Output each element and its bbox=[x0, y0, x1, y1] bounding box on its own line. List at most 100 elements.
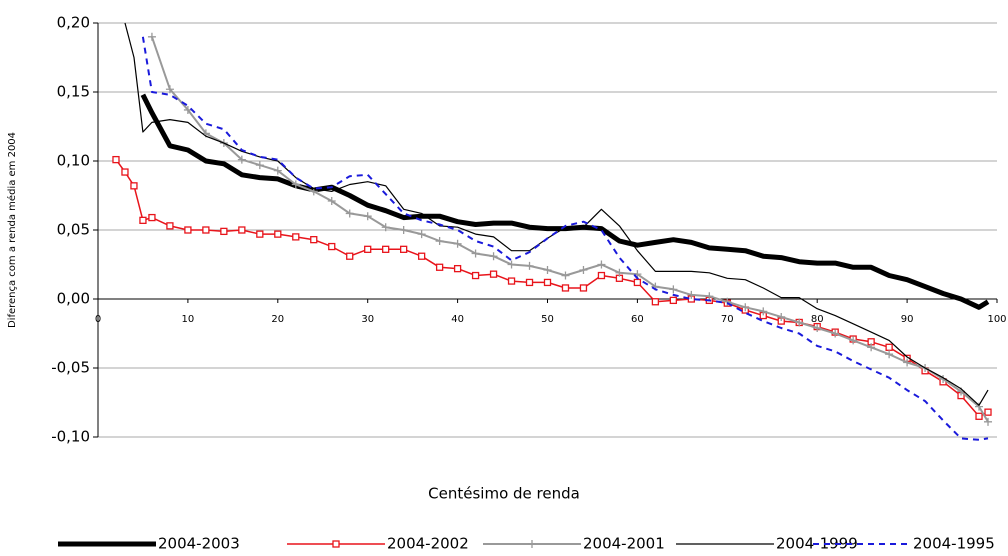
marker bbox=[975, 412, 983, 420]
marker bbox=[291, 180, 300, 189]
marker bbox=[669, 285, 678, 294]
marker bbox=[328, 242, 336, 251]
y-tick-label: 0,00 bbox=[57, 290, 90, 308]
x-tick-label: 50 bbox=[541, 314, 554, 325]
marker bbox=[400, 245, 408, 253]
marker bbox=[220, 227, 228, 236]
line bbox=[115, 159, 989, 418]
marker bbox=[148, 213, 156, 222]
marker bbox=[327, 197, 336, 206]
x-tick-label: 20 bbox=[271, 314, 284, 325]
marker bbox=[507, 277, 516, 285]
marker bbox=[975, 402, 984, 411]
marker bbox=[363, 212, 372, 221]
marker bbox=[561, 271, 570, 280]
marker bbox=[528, 540, 536, 548]
marker bbox=[381, 223, 390, 232]
marker bbox=[741, 303, 750, 312]
legend-label: 2004-2002 bbox=[387, 535, 469, 553]
marker bbox=[525, 261, 534, 270]
marker bbox=[417, 230, 426, 239]
marker bbox=[345, 209, 354, 218]
marker bbox=[489, 270, 498, 278]
marker bbox=[183, 105, 192, 114]
marker bbox=[579, 284, 588, 292]
marker bbox=[121, 168, 129, 176]
y-tick-label: 0,15 bbox=[57, 83, 90, 101]
x-tick-label: 0 bbox=[95, 314, 101, 325]
legend-label: 2004-2001 bbox=[583, 535, 665, 553]
x-axis-title: Centésimo de renda bbox=[428, 485, 580, 503]
marker bbox=[165, 85, 174, 94]
marker bbox=[202, 226, 210, 234]
y-axis-title: Diferença com a renda média em 2004 bbox=[6, 132, 18, 328]
marker bbox=[561, 284, 570, 292]
line bbox=[150, 36, 989, 423]
marker bbox=[885, 350, 894, 359]
legend-label: 2004-1995 bbox=[913, 535, 995, 553]
marker bbox=[237, 155, 246, 164]
x-tick-label: 10 bbox=[182, 314, 195, 325]
marker bbox=[399, 226, 408, 234]
marker bbox=[255, 161, 264, 170]
marker bbox=[507, 260, 516, 269]
marker bbox=[489, 252, 498, 261]
marker bbox=[984, 408, 992, 416]
x-tick-label: 80 bbox=[811, 314, 824, 325]
x-tick-label: 70 bbox=[721, 314, 734, 325]
marker bbox=[166, 222, 174, 230]
marker bbox=[543, 266, 552, 275]
line bbox=[124, 22, 989, 406]
marker bbox=[274, 230, 282, 238]
line bbox=[140, 93, 990, 310]
marker bbox=[471, 271, 480, 280]
marker bbox=[256, 230, 264, 238]
marker bbox=[139, 216, 147, 224]
marker bbox=[184, 226, 192, 234]
series bbox=[147, 32, 993, 426]
marker bbox=[795, 318, 804, 327]
marker bbox=[723, 297, 732, 306]
marker bbox=[849, 336, 858, 345]
marker bbox=[435, 237, 444, 246]
legend-label: 2004-2003 bbox=[158, 535, 240, 553]
y-tick-label: -0,10 bbox=[51, 428, 90, 446]
marker bbox=[130, 182, 138, 190]
marker bbox=[759, 307, 768, 316]
marker bbox=[238, 226, 246, 234]
series bbox=[141, 36, 989, 441]
x-tick-label: 60 bbox=[631, 314, 644, 325]
marker bbox=[543, 278, 552, 287]
y-tick-label: -0,05 bbox=[51, 359, 90, 377]
marker bbox=[867, 343, 876, 352]
marker bbox=[831, 329, 840, 338]
marker bbox=[417, 252, 426, 260]
marker bbox=[346, 252, 354, 260]
y-tick-label: 0,20 bbox=[57, 14, 90, 32]
series bbox=[140, 93, 990, 310]
marker bbox=[273, 166, 282, 175]
marker bbox=[453, 264, 462, 273]
marker bbox=[903, 358, 912, 367]
marker bbox=[615, 268, 624, 277]
x-tick-label: 40 bbox=[451, 314, 464, 325]
marker bbox=[453, 239, 462, 248]
marker bbox=[471, 249, 480, 258]
marker bbox=[525, 278, 534, 287]
marker bbox=[984, 417, 993, 426]
marker bbox=[885, 343, 893, 351]
marker bbox=[669, 296, 678, 305]
marker bbox=[382, 245, 390, 253]
marker bbox=[364, 245, 372, 253]
marker bbox=[112, 155, 120, 164]
marker bbox=[332, 540, 340, 548]
x-tick-label: 100 bbox=[987, 314, 1006, 325]
marker bbox=[651, 298, 660, 306]
y-tick-label: 0,05 bbox=[57, 221, 90, 239]
marker bbox=[687, 290, 696, 299]
marker bbox=[292, 233, 300, 241]
marker bbox=[813, 323, 822, 332]
marker bbox=[597, 271, 606, 280]
marker bbox=[435, 263, 444, 271]
